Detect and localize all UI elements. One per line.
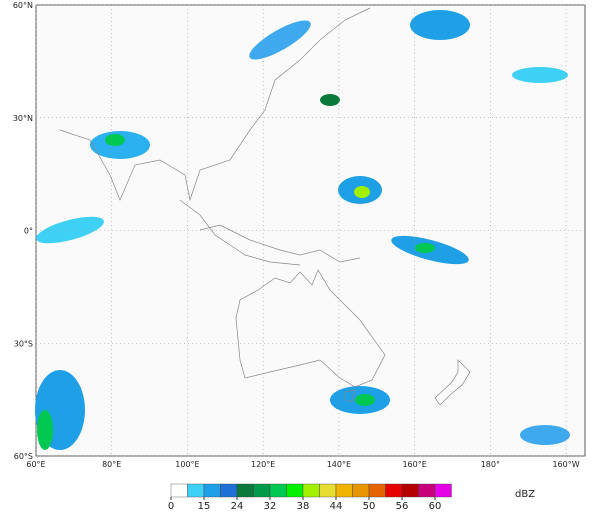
colorbar-swatch — [368, 483, 386, 498]
colorbar-swatch — [220, 483, 238, 498]
colorbar-swatch — [286, 483, 304, 498]
lat-tick-label: 0° — [24, 227, 33, 236]
colorbar-tick-label: 44 — [330, 501, 343, 512]
lat-tick-label: 60°S — [14, 452, 33, 461]
colorbar-swatch — [302, 483, 320, 498]
colorbar-swatch — [236, 483, 254, 498]
colorbar-swatch — [253, 483, 271, 498]
colorbar-swatch — [170, 483, 188, 498]
graticule: 60°N 30°N 0° 30°S 60°S60°E 80°E 100°E 120°E 140°… — [13, 1, 585, 469]
colorbar-swatch — [203, 483, 221, 498]
coastlines — [59, 7, 471, 406]
lon-tick-label: 160°W — [552, 460, 579, 469]
radar-echoes — [35, 10, 570, 450]
colorbar-swatch — [434, 483, 452, 498]
lon-tick-label: 120°E — [251, 460, 275, 469]
colorbar-unit: dBZ — [515, 489, 535, 500]
colorbar-swatch — [335, 483, 353, 498]
lon-tick-label: 60°E — [26, 460, 45, 469]
map-frame — [35, 4, 586, 457]
colorbar-tick-label: 15 — [198, 501, 211, 512]
colorbar-swatch — [418, 483, 436, 498]
lat-tick-label: 30°N — [13, 114, 33, 123]
colorbar-tick-label: 38 — [297, 501, 310, 512]
colorbar-tick-label: 50 — [363, 501, 376, 512]
colorbar-swatch — [319, 483, 337, 498]
colorbar-swatch — [187, 483, 205, 498]
colorbar-tick-label: 56 — [396, 501, 409, 512]
colorbar: 0 15 24 32 38 44 50 56 60 — [168, 483, 452, 512]
lon-tick-label: 180° — [481, 460, 500, 469]
colorbar-tick-label: 32 — [264, 501, 277, 512]
lon-tick-label: 80°E — [102, 460, 121, 469]
colorbar-tick-label: 0 — [168, 501, 174, 512]
lon-tick-label: 140°E — [327, 460, 351, 469]
lon-tick-label: 100°E — [175, 460, 199, 469]
colorbar-tick-label: 60 — [429, 501, 442, 512]
colorbar-swatch — [352, 483, 370, 498]
lat-tick-label: 30°S — [14, 339, 33, 348]
colorbar-swatch — [269, 483, 287, 498]
lon-tick-label: 160°E — [402, 460, 426, 469]
colorbar-swatch — [401, 483, 419, 498]
lat-tick-label: 60°N — [13, 1, 33, 10]
colorbar-tick-label: 24 — [231, 501, 244, 512]
colorbar-swatch — [385, 483, 403, 498]
